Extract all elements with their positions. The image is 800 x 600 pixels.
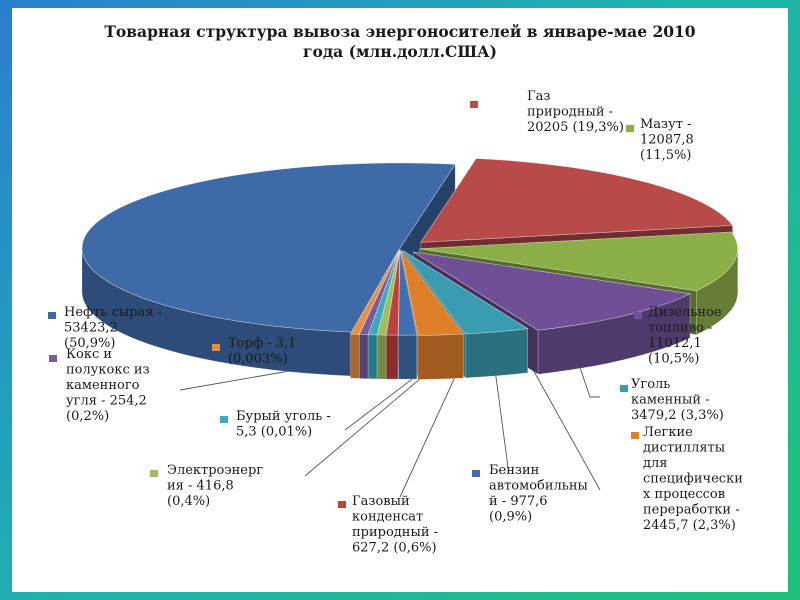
data-label-line: Электроэнерг <box>167 463 263 478</box>
data-label-line: (0,9%) <box>489 510 532 525</box>
data-label-line: (11,5%) <box>640 148 691 163</box>
slice-side-9 <box>367 334 378 380</box>
data-label-11: Торф - 3,1 (0,003%) <box>228 336 296 367</box>
legend-key-10 <box>49 355 57 362</box>
data-label-line: ия - 416,8 <box>167 479 234 494</box>
data-label-line: для <box>643 456 667 471</box>
data-label-line: Торф - 3,1 <box>228 336 296 351</box>
legend-key-5 <box>631 432 639 439</box>
data-label-line: Бензин <box>489 463 539 478</box>
data-label-line: Нефть сырая - <box>64 305 162 320</box>
slice-3 <box>413 251 692 331</box>
legend-key-3 <box>634 312 642 319</box>
data-label-line: природный - <box>527 105 613 120</box>
chart-title-line-2: года (млн.долл.США) <box>303 42 497 61</box>
data-label-line: конденсат <box>352 510 423 525</box>
data-label-line: (10,5%) <box>648 352 699 367</box>
pie-slices <box>81 157 739 380</box>
slice-1 <box>420 158 734 243</box>
slice-labels: Газ природный -20205 (19,3%) Мазут -12087,… <box>48 89 743 556</box>
data-label-line: природный - <box>352 525 438 540</box>
data-label-line: 53423,2 <box>64 321 118 336</box>
data-label-line: переработки - <box>643 503 740 518</box>
data-label-line: специфически <box>643 472 743 487</box>
data-label-line: 11012,1 <box>648 336 702 351</box>
chart-title: Товарная структура вывоза энергоносителе… <box>12 22 788 62</box>
data-label-line: Уголь <box>631 377 670 392</box>
data-label-9: Бурый уголь -5,3 (0,01%) <box>236 409 331 440</box>
data-label-line: (0,2%) <box>66 409 109 424</box>
slice-side-8 <box>376 334 387 380</box>
data-label-3: Дизельное топливо -11012,1 (10,5%) <box>648 305 722 367</box>
data-label-line: 12087,8 <box>640 133 694 148</box>
data-label-line: автомобильны <box>489 479 588 494</box>
legend-key-1 <box>470 101 478 108</box>
slice-12 <box>81 162 456 333</box>
data-label-line: Мазут - <box>640 117 692 132</box>
data-label-10: Кокс и полукокс из каменного угля - 254,2 (0… <box>66 347 150 424</box>
slice-side-10 <box>359 334 369 380</box>
data-label-line: х процессов <box>643 487 725 502</box>
legend-key-6 <box>472 470 480 477</box>
data-label-6: Бензин автомобильны й - 977,6 (0,9%) <box>489 463 588 525</box>
slice-5 <box>400 250 465 336</box>
chart-title-line-1: Товарная структура вывоза энергоносителе… <box>104 22 696 41</box>
data-label-line: дистилляты <box>643 441 725 456</box>
legend-key-4 <box>620 385 628 392</box>
legend-key-8 <box>150 470 158 477</box>
data-label-line: полукокс из <box>66 363 150 378</box>
data-label-line: 20205 (19,3%) <box>527 120 624 135</box>
data-label-line: Дизельное <box>648 305 722 320</box>
slice-side-4 <box>464 328 528 379</box>
data-label-line: каменного <box>66 378 140 393</box>
data-label-line: (50,9%) <box>64 336 115 351</box>
data-label-7: Газовый конденсат природный -627,2 (0,6%) <box>352 494 438 556</box>
data-label-line: 3479,2 (3,3%) <box>631 408 724 423</box>
data-label-line: 627,2 (0,6%) <box>352 541 437 556</box>
data-label-line: Легкие <box>643 425 693 440</box>
legend-key-7 <box>338 501 346 508</box>
data-label-5: Легкие дистилляты для специфически х процесс… <box>643 425 743 533</box>
slice-side-7 <box>385 334 399 380</box>
data-label-8: Электроэнерг ия - 416,8 (0,4%) <box>167 463 263 509</box>
data-label-12: Нефть сырая -53423,2 (50,9%) <box>64 305 162 351</box>
legend-key-2 <box>626 125 634 132</box>
data-label-line: 5,3 (0,01%) <box>236 425 312 440</box>
data-label-line: Кокс и <box>66 347 112 362</box>
slice-4 <box>402 250 529 335</box>
legend-key-12 <box>48 312 56 319</box>
data-label-line: Бурый уголь - <box>236 409 331 424</box>
slice-6 <box>398 250 418 336</box>
legend-key-9 <box>220 416 228 423</box>
data-label-line: Газовый <box>352 494 410 509</box>
legend-key-11 <box>212 344 220 351</box>
slice-side-11 <box>350 333 360 379</box>
slice-2 <box>419 231 739 292</box>
data-label-line: Газ <box>527 89 550 104</box>
slice-side-5 <box>417 333 464 380</box>
data-label-line: 2445,7 (2,3%) <box>643 518 736 533</box>
data-label-line: й - 977,6 <box>489 494 548 509</box>
slice-side-6 <box>398 334 418 380</box>
data-label-line: (0,4%) <box>167 494 210 509</box>
data-label-line: топливо - <box>648 321 712 336</box>
data-label-1: Газ природный -20205 (19,3%) <box>527 89 624 135</box>
data-label-2: Мазут -12087,8 (11,5%) <box>640 117 694 163</box>
data-label-4: Уголь каменный -3479,2 (3,3%) <box>631 377 724 423</box>
data-label-line: (0,003%) <box>228 352 288 367</box>
data-label-line: каменный - <box>631 393 710 408</box>
data-label-line: угля - 254,2 <box>66 394 147 409</box>
